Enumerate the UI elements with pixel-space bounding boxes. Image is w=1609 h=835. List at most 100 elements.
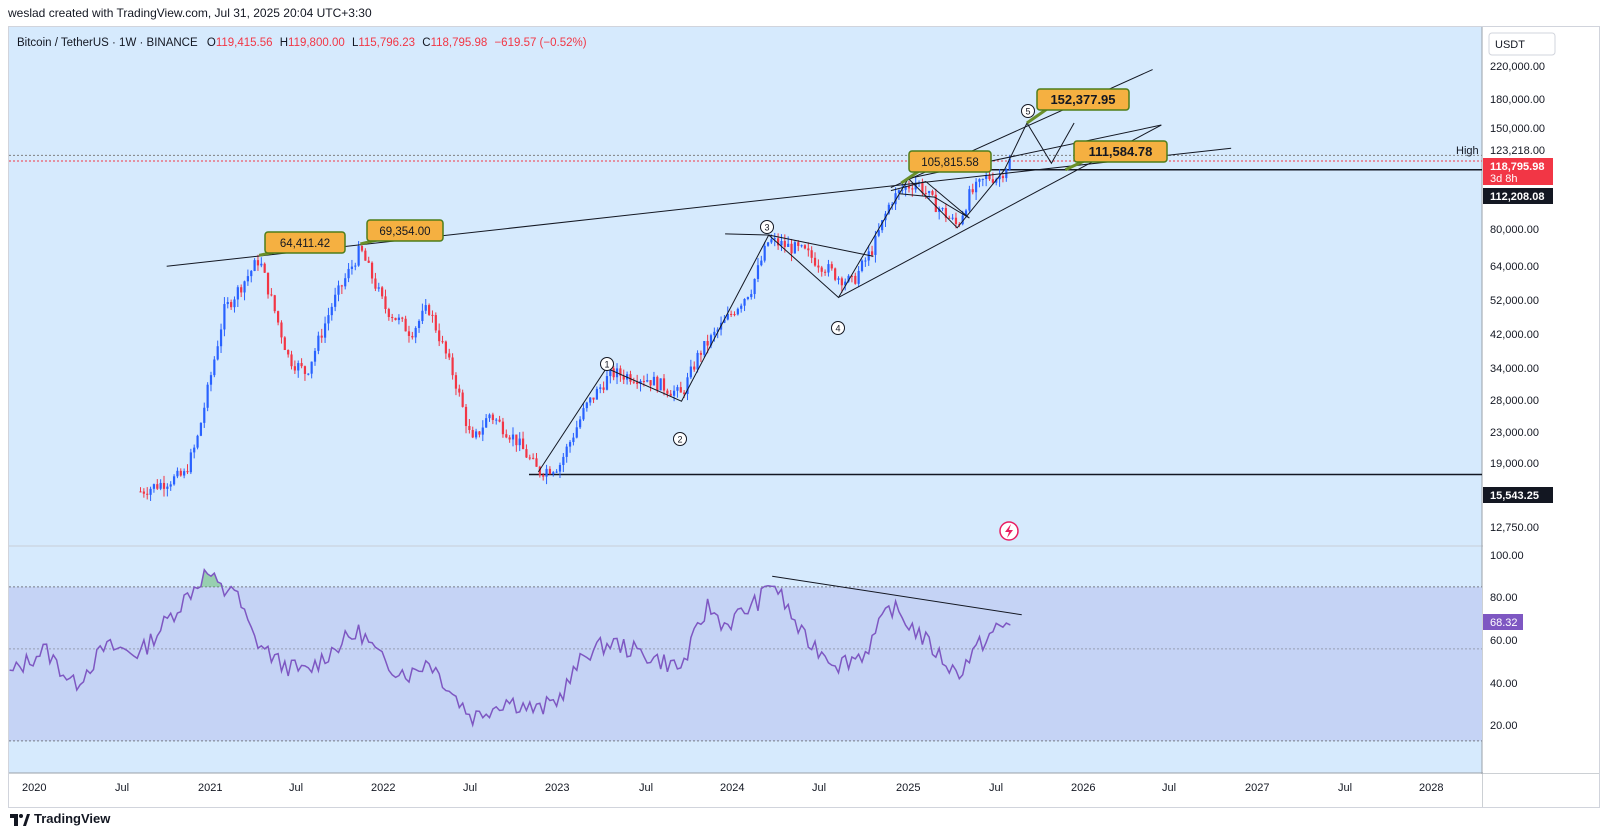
candle-body bbox=[683, 392, 686, 395]
candle-body bbox=[555, 471, 558, 473]
candle-body bbox=[293, 366, 296, 371]
callout-label: 105,815.58 bbox=[921, 157, 979, 169]
currency-label[interactable]: USDT bbox=[1495, 39, 1525, 51]
candle-body bbox=[273, 295, 276, 312]
price-tick: 23,000.00 bbox=[1490, 427, 1539, 439]
candle-body bbox=[206, 384, 209, 408]
candle-body bbox=[944, 208, 947, 218]
candle-body bbox=[156, 484, 159, 489]
rsi-tick: 20.00 bbox=[1490, 720, 1518, 732]
candle-body bbox=[766, 242, 770, 246]
candle-body bbox=[636, 382, 639, 384]
candles-group bbox=[139, 154, 1011, 501]
candle-body bbox=[632, 381, 635, 383]
candle-body bbox=[384, 296, 387, 310]
candle-body bbox=[797, 242, 800, 246]
candle-body bbox=[243, 281, 246, 293]
candle-body bbox=[844, 281, 847, 286]
candle-body bbox=[451, 357, 454, 376]
wave-label: 1 bbox=[604, 360, 609, 370]
candle-body bbox=[428, 305, 431, 315]
candle-body bbox=[166, 486, 169, 489]
currency-button[interactable] bbox=[1488, 32, 1556, 56]
candle-body bbox=[931, 191, 934, 195]
time-label: 2022 bbox=[371, 782, 395, 794]
candle-body bbox=[716, 329, 719, 332]
time-label: Jul bbox=[463, 782, 477, 794]
chart-frame[interactable]: 64,411.42 69,354.00 105,815.58 152,377.95 11… bbox=[8, 26, 1600, 808]
candle-body bbox=[924, 192, 927, 194]
callout-box bbox=[1073, 140, 1168, 163]
candle-body bbox=[253, 260, 256, 271]
correction-flag-path bbox=[890, 180, 970, 219]
price-tick: 180,000.00 bbox=[1490, 94, 1545, 106]
attribution-text: weslad created with TradingView.com, Jul… bbox=[8, 6, 372, 20]
price-pane-bg[interactable] bbox=[9, 27, 1482, 546]
bottom-badge-value: 15,543.25 bbox=[1490, 490, 1539, 502]
candle-body bbox=[662, 378, 666, 391]
price-tick: 123,218.00 bbox=[1490, 145, 1545, 157]
candle-body bbox=[162, 482, 166, 489]
time-label: 2024 bbox=[720, 782, 744, 794]
candle-body bbox=[280, 322, 283, 338]
candle-body bbox=[686, 377, 689, 395]
rsi-band bbox=[9, 586, 1482, 741]
legend-low-label: L bbox=[352, 37, 359, 49]
chart-svg[interactable]: 64,411.4269,354.00105,815.58152,377.9511… bbox=[9, 27, 1600, 808]
candle-body bbox=[518, 438, 521, 446]
candle-body bbox=[790, 243, 793, 254]
support-badge bbox=[1483, 188, 1553, 204]
candle-body bbox=[894, 193, 897, 205]
candle-body bbox=[535, 458, 538, 467]
candle-body bbox=[629, 374, 632, 382]
candle-body bbox=[763, 245, 766, 261]
flash-icon[interactable] bbox=[999, 521, 1019, 541]
time-label: 2021 bbox=[198, 782, 222, 794]
candle-body bbox=[565, 446, 568, 457]
candle-body bbox=[300, 363, 303, 367]
footer-brand: TradingView bbox=[34, 811, 111, 826]
candle-body bbox=[562, 456, 565, 465]
candle-body bbox=[434, 315, 437, 331]
price-tick: 19,000.00 bbox=[1490, 458, 1539, 470]
candle-body bbox=[891, 204, 894, 206]
candle-body bbox=[458, 388, 461, 393]
candle-body bbox=[854, 275, 857, 284]
candle-body bbox=[313, 350, 317, 362]
rsi-current-value: 68.32 bbox=[1490, 617, 1518, 629]
candle-body bbox=[320, 335, 323, 338]
candle-body bbox=[474, 431, 478, 438]
candle-body bbox=[464, 406, 468, 427]
wave-label: 5 bbox=[1025, 107, 1030, 117]
legend-open: 119,415.56 bbox=[216, 37, 273, 49]
candle-body bbox=[676, 387, 679, 391]
candle-body bbox=[381, 287, 384, 297]
candle-body bbox=[246, 276, 249, 282]
candle-body bbox=[189, 452, 192, 473]
candle-body bbox=[572, 437, 575, 443]
candle-body bbox=[991, 179, 994, 183]
candle-body bbox=[793, 242, 796, 254]
candle-body bbox=[186, 471, 189, 473]
candle-body bbox=[951, 217, 954, 219]
candle-body bbox=[240, 287, 243, 293]
time-label: Jul bbox=[115, 782, 129, 794]
candle-body bbox=[263, 263, 266, 273]
candle-body bbox=[478, 431, 481, 435]
time-label: 2023 bbox=[545, 782, 569, 794]
candle-body bbox=[317, 335, 320, 351]
candle-body bbox=[787, 243, 790, 247]
candle-body bbox=[723, 319, 726, 323]
rsi-group bbox=[9, 568, 1022, 728]
candle-body bbox=[740, 305, 743, 309]
candle-body bbox=[159, 482, 162, 489]
candle-body bbox=[709, 335, 713, 346]
time-axis-bg[interactable] bbox=[9, 774, 1482, 808]
candle-body bbox=[152, 484, 156, 489]
price-axis-bg[interactable] bbox=[1483, 27, 1600, 773]
candle-body bbox=[827, 264, 830, 273]
candle-body bbox=[391, 317, 394, 319]
candle-body bbox=[575, 427, 578, 438]
wave-label: 2 bbox=[677, 435, 682, 445]
candle-body bbox=[377, 287, 380, 289]
